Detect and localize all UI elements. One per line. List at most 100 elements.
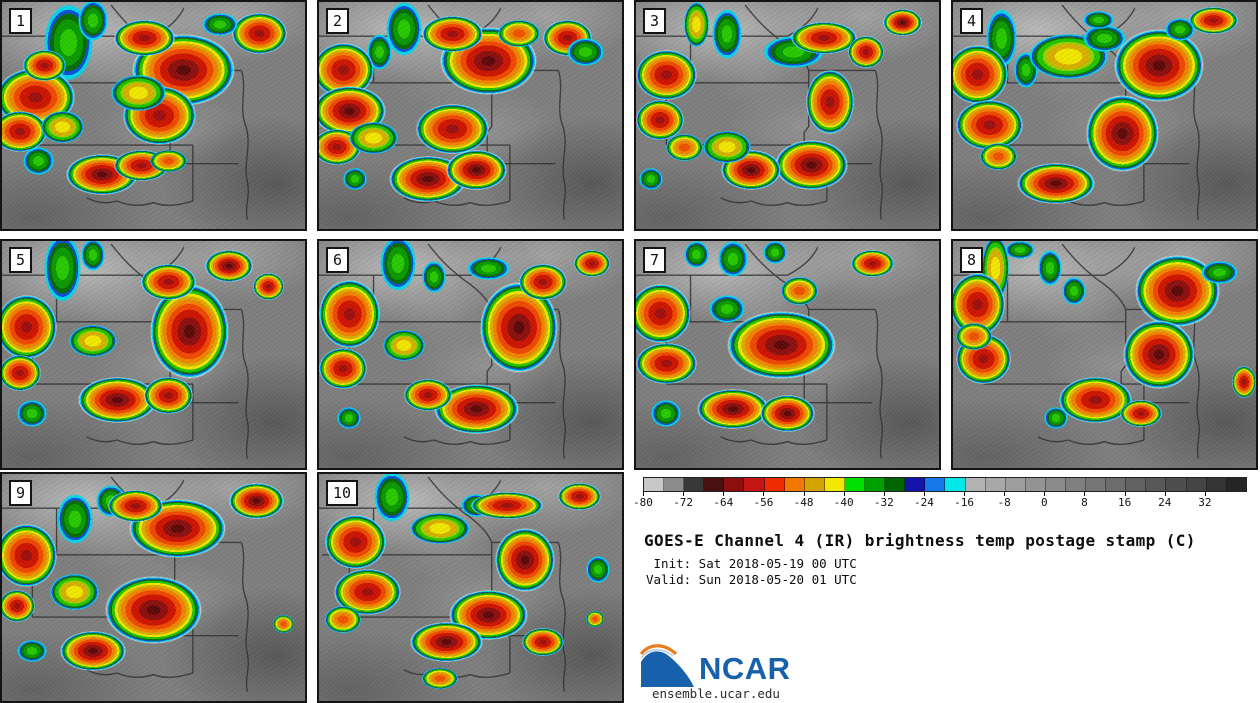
storm-blob <box>111 74 166 111</box>
storm-blob <box>1119 399 1163 428</box>
storm-blob <box>848 36 885 68</box>
colorbar-tick-label: -48 <box>793 496 814 509</box>
colorbar-tick-label: -32 <box>873 496 894 509</box>
colorbar-segment <box>1045 478 1066 491</box>
storm-blob <box>2 110 48 152</box>
colorbar-segment <box>844 478 866 491</box>
colorbar-segment <box>664 478 685 491</box>
storm-blob <box>150 149 187 173</box>
colorbar-tick <box>964 492 966 496</box>
colorbar-segment <box>1166 478 1187 491</box>
storm-blob <box>325 605 362 633</box>
storm-blob <box>379 241 416 291</box>
colorbar-tick <box>723 492 725 496</box>
colorbar-segment <box>985 478 1006 491</box>
storm-blob <box>141 263 196 300</box>
colorbar-tick <box>1204 492 1206 496</box>
storm-blob <box>1043 406 1069 430</box>
satellite-panel: 5 <box>0 239 307 470</box>
storm-blob <box>558 483 601 511</box>
storm-blob <box>77 377 157 423</box>
colorbar-segment <box>784 478 805 491</box>
storm-blob <box>50 573 99 611</box>
storm-blob <box>150 284 230 380</box>
colorbar-tick-label: 8 <box>1081 496 1088 509</box>
colorbar-tick-label: 16 <box>1117 496 1132 509</box>
satellite-panel: 6 <box>317 239 624 470</box>
storm-blob <box>325 514 386 570</box>
storm-blob <box>1016 163 1096 205</box>
colorbar-segment <box>905 478 926 491</box>
colorbar-tick-label: 0 <box>1041 496 1048 509</box>
satellite-panel: 9 <box>0 472 307 703</box>
storm-blob <box>105 576 202 645</box>
colorbar-segment <box>704 478 725 491</box>
satellite-panel: 7 <box>634 239 941 470</box>
panel-number-badge: 4 <box>960 8 984 34</box>
satellite-panel: 8 <box>951 239 1258 470</box>
storm-blob <box>446 149 507 191</box>
colorbar <box>643 477 1247 492</box>
storm-blob <box>726 311 836 380</box>
colorbar-segment <box>865 478 886 491</box>
storm-blob <box>373 474 410 522</box>
storm-blob <box>422 668 459 689</box>
satellite-panel: 1 <box>0 0 307 231</box>
storm-blob <box>319 279 380 348</box>
colorbar-segment <box>804 478 825 491</box>
storm-blob <box>651 399 682 428</box>
panel-number-badge: 9 <box>9 480 33 506</box>
storm-blob <box>666 133 703 161</box>
storm-blob <box>1037 250 1063 287</box>
colorbar-tick <box>803 492 805 496</box>
storm-blob <box>636 284 691 344</box>
panel-number-badge: 3 <box>643 8 667 34</box>
storm-blob <box>763 241 788 264</box>
storm-blob <box>1231 365 1256 398</box>
colorbar-segment <box>1226 478 1246 491</box>
panel-number-badge: 6 <box>326 247 350 273</box>
colorbar-tick-label: 32 <box>1198 496 1212 509</box>
storm-blob <box>636 343 697 384</box>
storm-blob <box>2 295 57 360</box>
storm-blob <box>760 395 815 432</box>
storm-blob <box>17 639 48 663</box>
storm-blob <box>851 250 894 278</box>
storm-blob <box>1122 320 1196 389</box>
colorbar-segment <box>1005 478 1026 491</box>
panel-number-badge: 5 <box>9 247 33 273</box>
colorbar-ticks: -80 -72 -64 -56 -48 -40 -32 -24 -16 -8 0 8 16 24 32 <box>633 492 1247 510</box>
storm-blob <box>775 140 849 191</box>
storm-blob <box>409 621 483 663</box>
ncar-logo-text: NCAR <box>699 651 791 686</box>
colorbar-segment <box>965 478 986 491</box>
storm-blob <box>44 241 81 303</box>
storm-blob <box>2 354 42 391</box>
storm-blob <box>422 261 447 294</box>
colorbar-tick-label: 24 <box>1158 496 1172 509</box>
colorbar-tick-label: -8 <box>997 496 1011 509</box>
storm-blob <box>23 147 54 175</box>
panel-number-badge: 2 <box>326 8 350 34</box>
storm-blob <box>1201 261 1238 285</box>
storm-blob <box>805 70 855 134</box>
storm-blob <box>636 99 685 141</box>
colorbar-segment <box>885 478 906 491</box>
colorbar-tick-label: -72 <box>673 496 694 509</box>
colorbar-tick-label: -16 <box>954 496 974 509</box>
storm-blob <box>68 324 118 357</box>
storm-blob <box>470 492 544 520</box>
init-valid-times: Init: Sat 2018-05-19 00 UTC Valid: Sun 2… <box>646 556 857 587</box>
storm-blob <box>80 241 105 271</box>
storm-blob <box>415 104 489 155</box>
colorbar-tick-label: -24 <box>913 496 934 509</box>
storm-blob <box>229 483 284 520</box>
storm-blob <box>144 377 193 414</box>
storm-blob <box>717 241 749 278</box>
storm-blob <box>711 8 743 59</box>
init-time: Init: Sat 2018-05-19 00 UTC <box>646 556 857 571</box>
storm-blob <box>108 489 163 522</box>
satellite-panel: 2 <box>317 0 624 231</box>
colorbar-tick-label: -56 <box>753 496 774 509</box>
storm-blob <box>59 630 127 672</box>
